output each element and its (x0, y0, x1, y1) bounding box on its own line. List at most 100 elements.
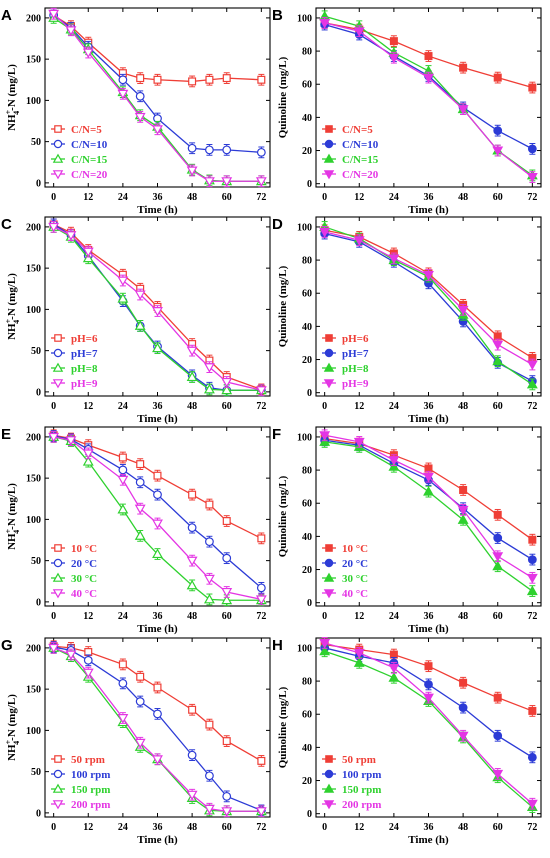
square-marker (222, 517, 231, 526)
x-tick-label: 0 (51, 401, 56, 412)
legend-label: C/N=10 (71, 139, 108, 151)
y-axis-label: Quinoline (mg/L) (277, 475, 289, 557)
y-tick-label: 150 (26, 55, 41, 66)
y-axis-label: NH+4-N (mg/L) (4, 64, 21, 131)
down-triangle-marker (221, 807, 233, 817)
x-tick-label: 72 (527, 192, 537, 203)
x-tick-label: 48 (187, 611, 197, 622)
legend-label: pH=6 (342, 333, 369, 345)
circle-marker (493, 533, 503, 543)
panel-letter: A (1, 7, 12, 24)
series-line (53, 226, 262, 391)
square-marker (205, 75, 214, 84)
y-tick-label: 0 (307, 809, 312, 820)
x-axis-label: Time (h) (408, 413, 449, 425)
legend: 10 °C 20 °C 30 °C 40 °C (51, 543, 97, 600)
square-marker (136, 460, 145, 469)
legend: pH=6 pH=7 pH=8 pH=9 (322, 333, 369, 390)
x-tick-label: 48 (187, 192, 197, 203)
x-tick-label: 72 (256, 192, 266, 203)
legend-square-marker (54, 125, 62, 133)
series-40-c (48, 431, 267, 606)
triangle-marker (152, 342, 163, 353)
x-tick-label: 12 (354, 611, 364, 622)
square-marker (153, 683, 162, 692)
down-triangle-marker (255, 177, 267, 187)
x-tick-label: 48 (458, 611, 468, 622)
down-triangle-marker (388, 254, 400, 265)
down-triangle-marker (117, 89, 129, 100)
y-tick-label: 40 (302, 532, 312, 543)
y-tick-label: 60 (302, 289, 312, 300)
down-triangle-marker (221, 587, 233, 598)
x-tick-label: 0 (51, 822, 56, 833)
series-line (324, 434, 533, 579)
down-triangle-marker (152, 519, 163, 530)
circle-marker (222, 145, 232, 155)
panel-a: A 0 12 24 36 48 60 72 0 50 100 150 200 Time (h) NH+4-N… (1, 7, 271, 216)
y-tick-label: 200 (26, 222, 41, 233)
legend: 50 rpm 100 rpm 150 rpm 200 rpm (322, 754, 381, 811)
legend: 50 rpm 100 rpm 150 rpm 200 rpm (51, 754, 110, 811)
series-line (53, 13, 262, 182)
square-marker (136, 672, 145, 681)
x-tick-label: 0 (51, 192, 56, 203)
x-tick-label: 36 (424, 822, 434, 833)
y-tick-label: 150 (26, 474, 41, 485)
circle-marker (135, 91, 145, 101)
legend-label: 10 °C (342, 543, 368, 555)
down-triangle-marker (186, 556, 198, 567)
triangle-marker (319, 436, 331, 446)
series-ph-9 (319, 226, 538, 371)
circle-marker (458, 703, 468, 713)
series-line (53, 647, 262, 812)
x-tick-label: 72 (527, 611, 537, 622)
circle-marker (153, 709, 162, 719)
series-line (53, 645, 262, 762)
circle-marker (256, 583, 266, 593)
legend: 10 °C 20 °C 30 °C 40 °C (322, 543, 368, 600)
down-triangle-marker (423, 73, 434, 84)
y-tick-label: 50 (31, 556, 41, 567)
down-triangle-marker (186, 790, 198, 801)
legend-circle-marker (53, 558, 63, 568)
panel-b: B 0 12 24 36 48 60 72 0 20 40 60 80 100 Time (h) Quinol… (272, 7, 542, 216)
x-tick-label: 72 (527, 822, 537, 833)
legend-square-marker (325, 125, 333, 133)
legend-triangle-marker (52, 783, 64, 793)
down-triangle-marker (152, 125, 163, 135)
down-triangle-marker (65, 26, 77, 36)
x-tick-label: 72 (256, 401, 266, 412)
x-tick-label: 12 (83, 192, 93, 203)
down-triangle-marker (388, 663, 400, 674)
y-axis-label: NH+4-N (mg/L) (4, 483, 21, 550)
legend-label: 30 °C (342, 573, 368, 585)
y-axis-label: NH+4-N (mg/L) (4, 694, 21, 761)
x-tick-label: 60 (222, 822, 232, 833)
x-tick-label: 36 (153, 192, 163, 203)
y-tick-label: 100 (26, 96, 41, 107)
y-tick-label: 100 (297, 13, 312, 24)
down-triangle-marker (65, 650, 77, 661)
series-line (53, 646, 262, 812)
legend-label: 200 rpm (342, 799, 381, 811)
legend-triangle-marker (323, 153, 335, 163)
triangle-marker (423, 486, 434, 496)
square-marker (222, 737, 231, 746)
y-axis-label: Quinoline (mg/L) (277, 56, 289, 138)
x-tick-label: 12 (83, 822, 93, 833)
y-tick-label: 200 (26, 643, 41, 654)
legend-square-marker (325, 334, 333, 342)
x-tick-label: 12 (354, 192, 364, 203)
legend-down-triangle-marker (323, 170, 335, 180)
down-triangle-marker (353, 27, 365, 37)
legend-circle-marker (324, 558, 334, 568)
down-triangle-marker (492, 146, 504, 157)
legend-down-triangle-marker (52, 589, 64, 599)
square-marker (188, 77, 197, 86)
legend-label: C/N=5 (71, 124, 102, 136)
x-tick-label: 36 (153, 401, 163, 412)
series-line (53, 647, 262, 812)
x-tick-label: 36 (424, 192, 434, 203)
y-tick-label: 20 (302, 565, 312, 576)
